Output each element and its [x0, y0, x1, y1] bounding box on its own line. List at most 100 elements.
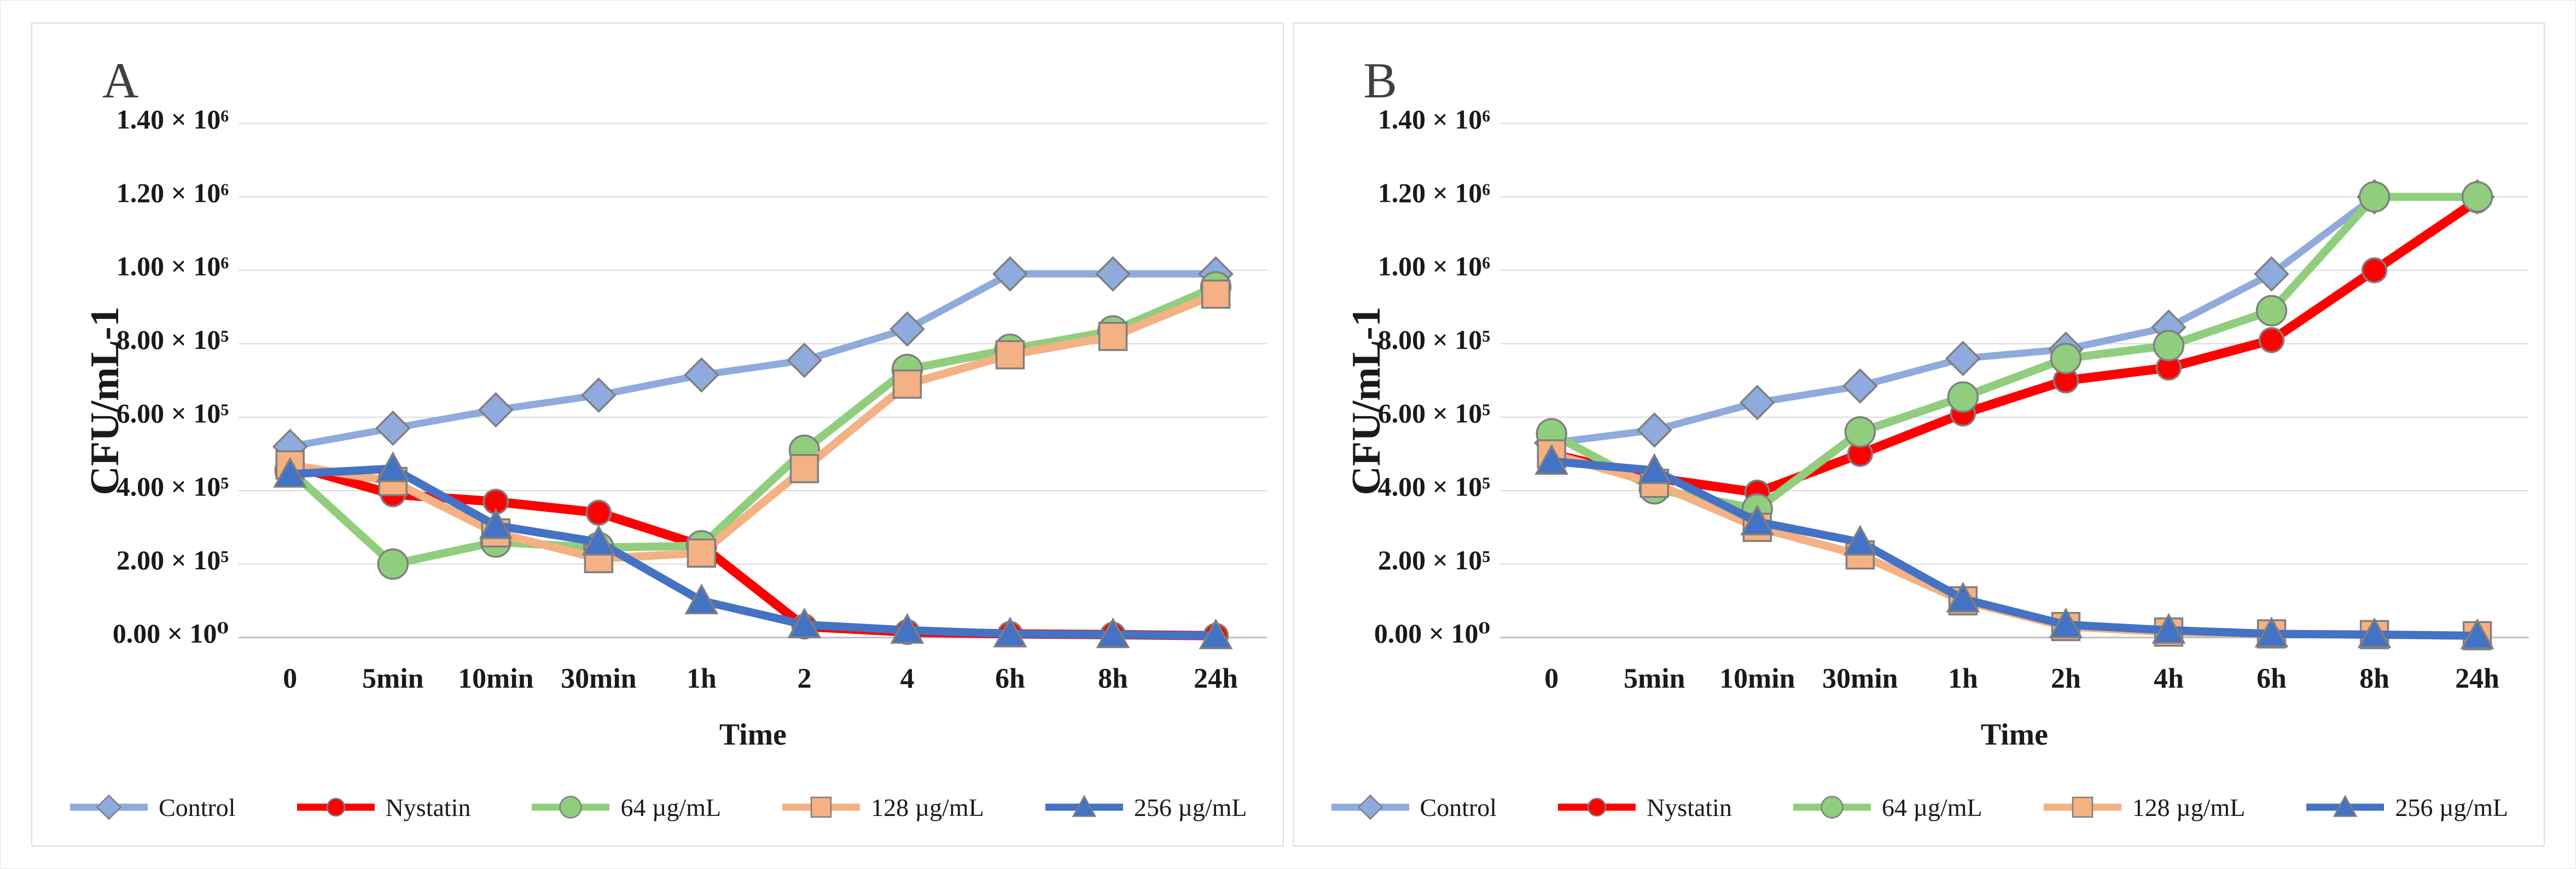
circle-marker — [377, 548, 409, 580]
x-tick-label: 10min — [458, 663, 533, 695]
legend-label-ug64: 64 µg/mL — [1881, 793, 1982, 821]
y-tick-label: 6.00 × 10⁵ — [117, 398, 229, 428]
circle-marker — [2358, 181, 2390, 213]
diamond-marker — [1357, 794, 1383, 820]
x-tick-label: 8h — [1098, 663, 1128, 695]
legend-label-control: Control — [159, 793, 236, 821]
panel-a-chart: 1.40 × 10⁶ 1.20 × 10⁶ 1.00 × 10⁶ 8.00 × 10⁵… — [113, 104, 1267, 752]
triangle-marker — [890, 613, 924, 644]
x-axis-title: Time — [1980, 718, 2048, 751]
legend-item-control: Control — [68, 792, 236, 823]
legend-marker-nystatin — [296, 797, 375, 817]
y-tick-label: 1.40 × 10⁶ — [1377, 104, 1490, 135]
triangle-marker — [1096, 617, 1130, 649]
square-marker — [892, 369, 922, 399]
panel-b-legend: Control Nystatin 64 µg/mL 128 µg/mL 256 µg/m… — [1294, 792, 2544, 823]
legend-label-nystatin: Nystatin — [385, 793, 471, 821]
series-line — [1548, 193, 2481, 447]
series-line — [286, 270, 1220, 451]
legend-item-ug128: 128 µg/mL — [780, 792, 984, 823]
panel-b-y-axis-title: CFU/mL-1 — [1344, 306, 1389, 495]
triangle-marker — [684, 584, 719, 615]
series-control — [272, 256, 1234, 464]
x-tick-label: 10min — [1719, 663, 1795, 695]
diamond-marker — [787, 342, 822, 378]
legend-label-ug256: 256 µg/mL — [2395, 793, 2508, 821]
diamond-marker — [375, 410, 411, 446]
y-tick-label: 4.00 × 10⁵ — [1377, 472, 1490, 502]
square-marker — [1201, 279, 1231, 309]
y-tick-label: 6.00 × 10⁵ — [1377, 398, 1490, 428]
legend-marker-ug128 — [2043, 796, 2121, 818]
x-axis: 0 5min 10min 30min 1h 2h 4h 6h 8h 24h Time — [1544, 663, 2499, 752]
legend-marker-ug256 — [1045, 795, 1123, 817]
diamond-marker — [889, 311, 925, 347]
diamond-marker — [2253, 256, 2289, 292]
y-tick-label: 0.00 × 10⁰ — [113, 619, 229, 649]
triangle-marker — [582, 524, 616, 556]
square-marker — [2072, 796, 2093, 818]
triangle-marker — [1945, 581, 1980, 613]
triangle-marker — [1199, 618, 1233, 650]
x-tick-label: 0 — [283, 663, 297, 695]
legend-marker-ug128 — [782, 796, 860, 818]
diamond-marker — [96, 794, 122, 820]
diamond-marker — [1842, 368, 1878, 404]
circle-marker — [2050, 342, 2081, 375]
legend-item-ug256: 256 µg/mL — [1043, 792, 1247, 823]
circle-marker — [2461, 181, 2493, 213]
y-tick-label: 8.00 × 10⁵ — [117, 325, 229, 355]
triangle-marker — [2357, 617, 2391, 649]
diamond-marker — [1739, 384, 1775, 421]
series-ug128 — [275, 279, 1231, 574]
legend-item-ug128: 128 µg/mL — [2042, 792, 2246, 823]
series-ug256 — [1534, 444, 2494, 650]
triangle-marker — [273, 457, 307, 488]
x-tick-label: 24h — [2455, 663, 2499, 695]
panel-a-y-axis-title: CFU/mL-1 — [83, 306, 127, 495]
x-tick-label: 2 — [797, 663, 811, 695]
series-ug128 — [1537, 439, 2492, 651]
x-tick-label: 0 — [1544, 663, 1559, 695]
panel-b-chart: 1.40 × 10⁶ 1.20 × 10⁶ 1.00 × 10⁶ 8.00 × 10⁵… — [1374, 104, 2529, 752]
triangle-marker — [1534, 444, 1568, 475]
legend-item-ug64: 64 µg/mL — [1791, 792, 1982, 823]
circle-marker — [559, 796, 583, 819]
dot-marker — [2258, 327, 2284, 353]
y-tick-label: 1.40 × 10⁶ — [117, 104, 229, 135]
legend-marker-control — [70, 794, 148, 820]
y-tick-label: 1.00 × 10⁶ — [117, 252, 229, 282]
x-axis: 0 5min 10min 30min 1h 2 4 6h 8h 24h Time — [283, 663, 1238, 752]
triangle-marker — [787, 607, 822, 638]
triangle-marker — [993, 616, 1027, 648]
gridlines: 1.40 × 10⁶ 1.20 × 10⁶ 1.00 × 10⁶ 8.00 × 10⁵… — [1374, 104, 2529, 649]
y-tick-label: 8.00 × 10⁵ — [1377, 325, 1490, 355]
x-tick-label: 4h — [2154, 663, 2184, 695]
legend-label-ug128: 128 µg/mL — [2132, 793, 2246, 821]
series-nystatin — [1538, 187, 2490, 506]
legend-marker-nystatin — [1558, 797, 1636, 817]
diamond-marker — [1095, 256, 1131, 292]
circle-marker — [2153, 330, 2184, 361]
x-tick-label: 5min — [362, 663, 424, 695]
legend-item-ug256: 256 µg/mL — [2304, 792, 2508, 823]
square-marker — [687, 538, 717, 568]
diamond-marker — [1636, 412, 1672, 448]
square-marker — [1098, 322, 1128, 351]
x-tick-label: 1h — [1947, 663, 1978, 695]
legend-item-ug64: 64 µg/mL — [530, 792, 721, 823]
triangle-marker — [1072, 795, 1097, 817]
dot-marker — [2361, 257, 2387, 283]
y-tick-label: 2.00 × 10⁵ — [117, 545, 229, 575]
x-axis-title: Time — [719, 718, 787, 751]
y-tick-label: 2.00 × 10⁵ — [1377, 545, 1490, 575]
diamond-marker — [683, 357, 719, 393]
triangle-marker — [2049, 607, 2083, 638]
x-tick-label: 1h — [687, 663, 717, 695]
triangle-marker — [1842, 524, 1877, 556]
x-tick-label: 30min — [1822, 663, 1898, 695]
dot-marker — [326, 797, 345, 817]
legend-item-control: Control — [1329, 792, 1497, 823]
legend-label-nystatin: Nystatin — [1647, 793, 1732, 821]
x-tick-label: 4 — [900, 663, 914, 695]
